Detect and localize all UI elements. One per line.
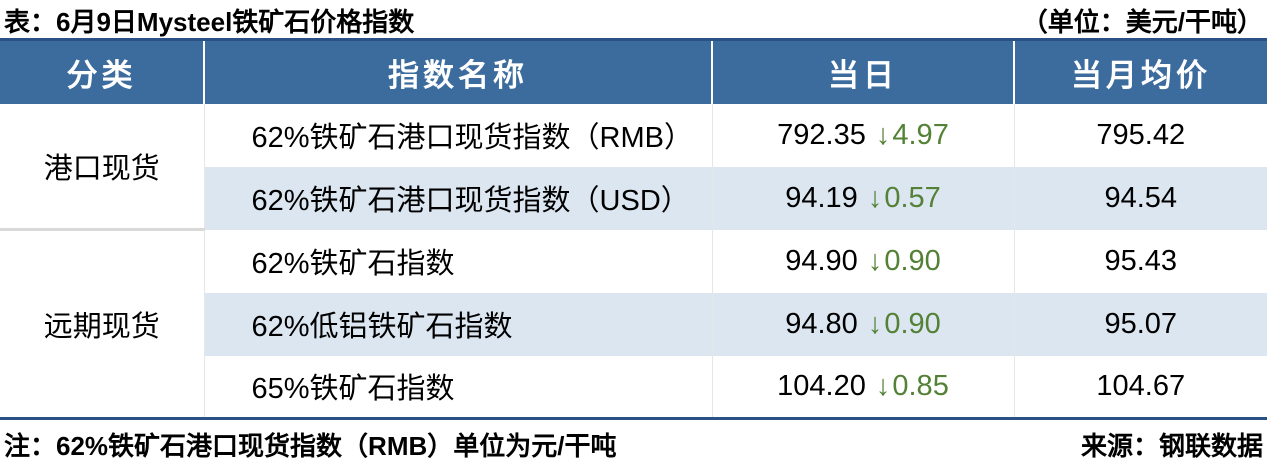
today-value: 104.20 <box>777 369 866 402</box>
header-cell-today: 当日 <box>712 39 1015 104</box>
index-name-cell: 62%铁矿石港口现货指数（USD） <box>203 166 712 230</box>
table-row: 远期现货 62%铁矿石指数 94.90 ↓0.90 95.43 <box>0 229 1267 419</box>
index-name-cell: 62%低铝铁矿石指数 <box>203 292 712 356</box>
table-row: 62%铁矿石港口现货指数（USD） 94.19 ↓0.57 94.54 <box>0 166 1267 230</box>
index-name-cell: 65%铁矿石指数 <box>203 355 712 419</box>
index-name-cell: 62%铁矿石指数 <box>203 229 712 293</box>
today-value: 94.19 <box>785 181 858 214</box>
change-value: 4.97 <box>892 118 949 151</box>
today-cell: 94.19 ↓0.57 <box>711 166 1014 230</box>
table-row: 65%铁矿石指数 104.20 ↓0.85 104.67 <box>0 355 1267 419</box>
title-bar: 表：6月9日Mysteel铁矿石价格指数 （单位：美元/干吨） <box>0 0 1267 38</box>
today-cell: 104.20 ↓0.85 <box>711 355 1014 419</box>
table-row: 62%低铝铁矿石指数 94.80 ↓0.90 95.07 <box>0 292 1267 356</box>
table-row: 港口现货 62%铁矿石港口现货指数（RMB） 792.35 ↓4.97 795.4… <box>0 103 1267 231</box>
change-value: 0.85 <box>892 369 949 402</box>
down-arrow-icon: ↓ <box>867 181 883 214</box>
today-value: 792.35 <box>777 118 866 151</box>
unit-label: （单位：美元/干吨） <box>1021 6 1263 37</box>
today-cell: 94.90 ↓0.90 <box>711 229 1014 293</box>
down-arrow-icon: ↓ <box>867 307 883 340</box>
today-cell: 792.35 ↓4.97 <box>711 103 1014 167</box>
index-name-cell: 62%铁矿石港口现货指数（RMB） <box>203 103 712 167</box>
category-cell-forward-spot: 远期现货 <box>0 229 204 419</box>
month-avg-cell: 94.54 <box>1013 166 1267 230</box>
header-row: 分类 指数名称 当日 当月均价 <box>0 39 1267 104</box>
month-avg-cell: 95.43 <box>1013 229 1267 293</box>
header-cell-category: 分类 <box>0 39 205 104</box>
source-text: 来源：钢联数据 <box>1080 430 1263 461</box>
category-cell-port-spot: 港口现货 <box>0 103 204 231</box>
header-cell-month-avg: 当月均价 <box>1014 39 1267 104</box>
header-cell-index-name: 指数名称 <box>204 39 713 104</box>
month-avg-cell: 795.42 <box>1013 103 1267 167</box>
today-value: 94.80 <box>785 307 858 340</box>
month-avg-cell: 95.07 <box>1013 292 1267 356</box>
note-text: 注：62%铁矿石港口现货指数（RMB）单位为元/干吨 <box>4 430 617 461</box>
footer: 注：62%铁矿石港口现货指数（RMB）单位为元/干吨 来源：钢联数据 <box>0 420 1267 464</box>
change-value: 0.57 <box>884 181 941 214</box>
price-table: 分类 指数名称 当日 当月均价 港口现货 62%铁矿石港口现货指数（RMB） 7… <box>0 38 1267 420</box>
down-arrow-icon: ↓ <box>875 369 891 402</box>
change-value: 0.90 <box>884 307 941 340</box>
down-arrow-icon: ↓ <box>875 118 891 151</box>
month-avg-cell: 104.67 <box>1013 355 1267 419</box>
today-cell: 94.80 ↓0.90 <box>711 292 1014 356</box>
today-value: 94.90 <box>785 244 858 277</box>
change-value: 0.90 <box>884 244 941 277</box>
down-arrow-icon: ↓ <box>867 244 883 277</box>
table-title: 表：6月9日Mysteel铁矿石价格指数 <box>4 6 415 37</box>
